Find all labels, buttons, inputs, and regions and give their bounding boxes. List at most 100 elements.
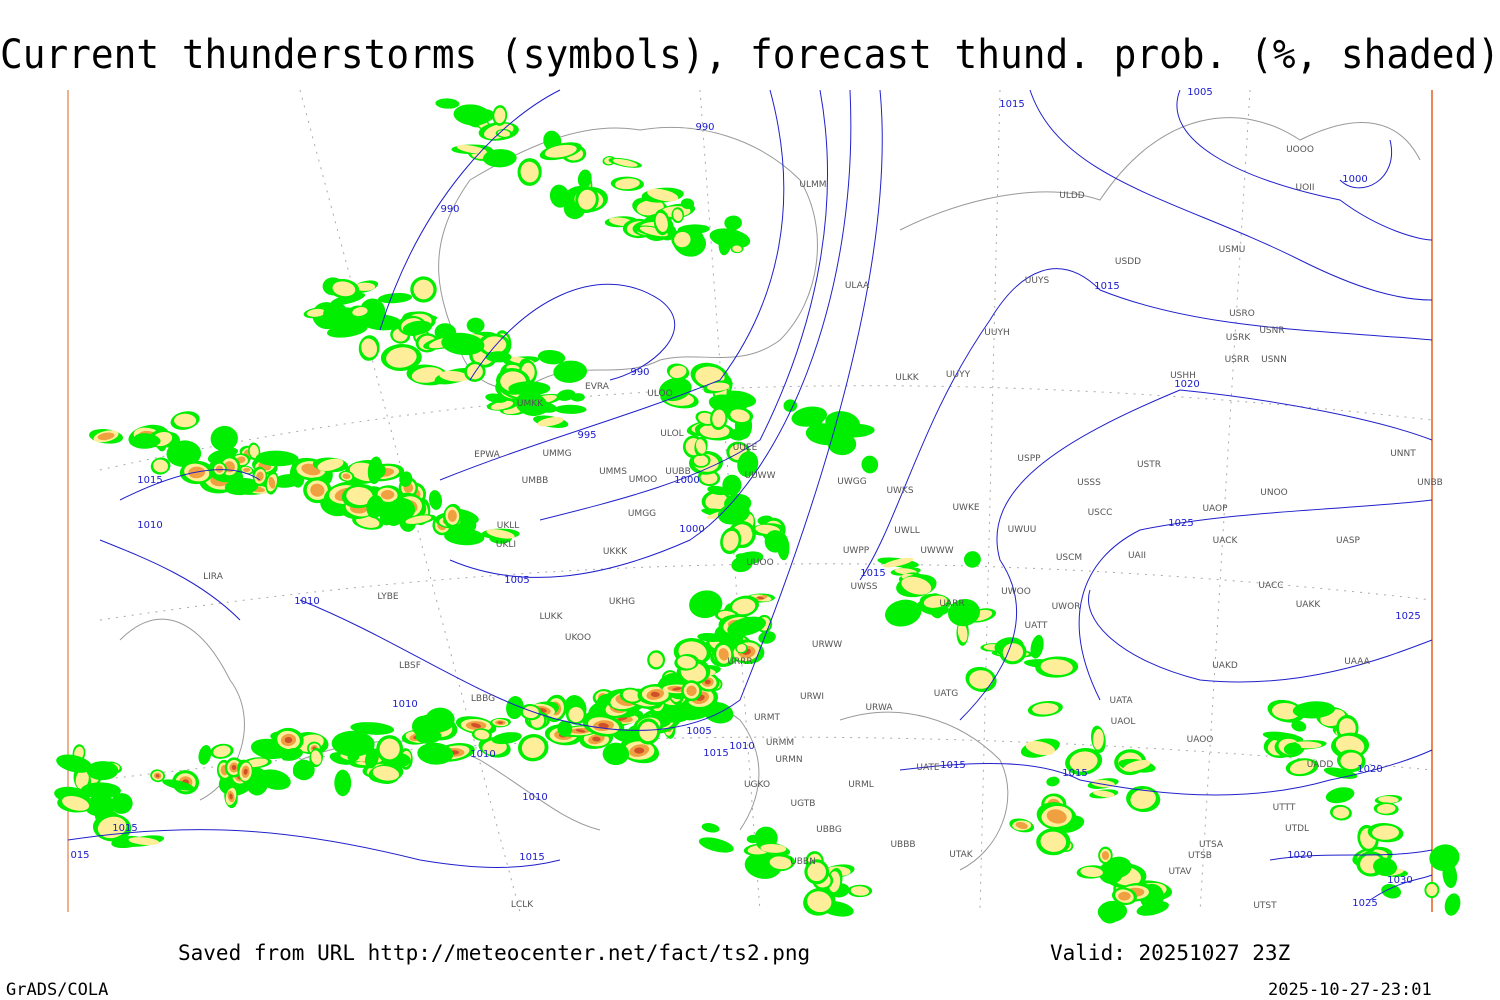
graticule-line bbox=[99, 736, 1433, 781]
storm-area bbox=[352, 307, 368, 317]
station-label: UMMG bbox=[542, 449, 571, 459]
station-label: UADD bbox=[1307, 760, 1334, 770]
station-label: UWWW bbox=[920, 546, 953, 556]
station-label: UUBB bbox=[665, 467, 691, 477]
storm-area bbox=[356, 516, 380, 528]
storm-area bbox=[669, 365, 687, 379]
storm-area bbox=[807, 891, 832, 913]
storm-area bbox=[1040, 831, 1067, 852]
isobar-label: 1005 bbox=[1187, 87, 1212, 98]
storm-area bbox=[901, 576, 932, 595]
storm-area bbox=[524, 399, 558, 413]
coastline bbox=[839, 711, 1009, 871]
station-label: UATA bbox=[1109, 696, 1133, 706]
isobar-label: 1010 bbox=[729, 741, 754, 752]
storm-area bbox=[969, 670, 993, 689]
valid-time: Valid: 20251027 23Z bbox=[1050, 941, 1290, 965]
isobar-label: 1000 bbox=[674, 475, 699, 486]
station-label: ULKK bbox=[895, 373, 920, 383]
station-label: UUEE bbox=[733, 443, 758, 453]
isobar-label: 990 bbox=[630, 367, 649, 378]
station-label: UWKE bbox=[952, 503, 979, 513]
storm-area bbox=[198, 745, 212, 765]
storm-area bbox=[1271, 703, 1301, 720]
station-label: URWA bbox=[865, 703, 893, 713]
storm-area bbox=[1136, 901, 1169, 916]
station-label: EPWA bbox=[474, 450, 501, 460]
station-label: USMU bbox=[1219, 245, 1246, 255]
storm-area bbox=[153, 459, 169, 473]
storm-area bbox=[1340, 752, 1362, 770]
storm-area bbox=[97, 432, 115, 441]
isobar bbox=[299, 89, 883, 731]
storm-area bbox=[1030, 634, 1044, 659]
storm-area bbox=[310, 483, 325, 497]
storm-area bbox=[334, 769, 352, 797]
station-label: UKHG bbox=[609, 597, 635, 607]
isobar-label: 1025 bbox=[1168, 518, 1193, 529]
storm-area bbox=[62, 795, 90, 811]
storm-area bbox=[617, 716, 628, 721]
station-label: ULOO bbox=[647, 389, 672, 399]
station-label: UOOO bbox=[1286, 145, 1314, 155]
storm-area bbox=[963, 551, 981, 568]
storm-area bbox=[1032, 703, 1059, 715]
station-label: URMN bbox=[775, 755, 802, 765]
storm-area bbox=[213, 745, 231, 758]
storm-area bbox=[485, 351, 512, 363]
storm-area bbox=[1046, 776, 1060, 787]
storm-area bbox=[736, 644, 747, 653]
station-label: UTAV bbox=[1168, 867, 1192, 877]
storm-area bbox=[1444, 893, 1461, 916]
storm-area bbox=[882, 557, 914, 568]
storm-area bbox=[735, 553, 760, 563]
station-label: URML bbox=[848, 780, 874, 790]
storm-area bbox=[224, 477, 259, 496]
storm-area bbox=[1092, 728, 1104, 750]
storm-area bbox=[1289, 760, 1315, 775]
station-label: UAOP bbox=[1202, 504, 1228, 514]
isobar-label: 1010 bbox=[392, 699, 417, 710]
storm-area bbox=[456, 144, 487, 154]
station-label: UATE bbox=[916, 763, 940, 773]
station-label: UTAK bbox=[949, 850, 974, 860]
isobars bbox=[67, 89, 1433, 901]
station-label: UKOO bbox=[565, 633, 591, 643]
station-label: USSS bbox=[1077, 478, 1101, 488]
storm-area bbox=[110, 793, 133, 814]
storm-area bbox=[1283, 742, 1302, 755]
station-label: LYBE bbox=[377, 592, 398, 602]
storm-area bbox=[402, 320, 433, 335]
storm-area bbox=[1325, 787, 1355, 804]
storm-area bbox=[783, 399, 798, 412]
storm-area bbox=[471, 723, 482, 728]
station-label: UAII bbox=[1128, 551, 1146, 561]
storm-area bbox=[727, 616, 766, 637]
station-label: UGKO bbox=[744, 780, 770, 790]
station-label: UTST bbox=[1253, 901, 1277, 911]
isobar-label: 1015 bbox=[112, 823, 137, 834]
map: 990 990 990 995 1000 1000 1005 1010 1010 1005 1010… bbox=[54, 87, 1461, 924]
station-label: ULAA bbox=[845, 281, 870, 291]
storm-area bbox=[718, 230, 732, 256]
storm-area bbox=[697, 633, 724, 642]
title: Current thunderstorms (symbols), forecas… bbox=[0, 32, 1500, 78]
station-label: UTTT bbox=[1273, 803, 1296, 813]
storm-area bbox=[330, 292, 366, 306]
storm-area bbox=[706, 382, 730, 392]
storm-area bbox=[732, 245, 742, 253]
station-label: LBSF bbox=[399, 661, 421, 671]
station-label: UMGG bbox=[628, 509, 656, 519]
storm-area bbox=[229, 793, 233, 800]
storm-area bbox=[598, 722, 609, 729]
storm-area bbox=[757, 596, 765, 600]
map-labels: 990 990 990 995 1000 1000 1005 1010 1010 1005 1010… bbox=[70, 87, 1442, 911]
storm-area bbox=[311, 750, 322, 765]
storm-area bbox=[677, 656, 696, 669]
storm-area bbox=[578, 189, 596, 210]
station-label: UBBN bbox=[790, 857, 816, 867]
station-label: UWSS bbox=[851, 582, 878, 592]
storm-area bbox=[674, 231, 691, 248]
station-label: UOII bbox=[1296, 183, 1315, 193]
storm-area bbox=[497, 721, 503, 724]
